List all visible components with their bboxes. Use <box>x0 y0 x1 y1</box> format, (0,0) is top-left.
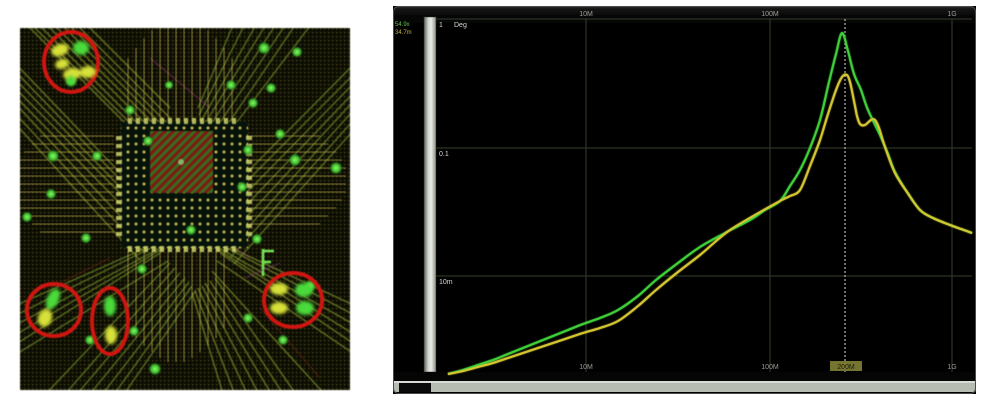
svg-text:1G: 1G <box>947 364 956 371</box>
svg-text:1: 1 <box>439 22 443 29</box>
svg-text:10M: 10M <box>579 364 593 371</box>
svg-text:0.1: 0.1 <box>439 151 449 158</box>
svg-text:200M: 200M <box>837 364 855 371</box>
svg-text:Deg: Deg <box>454 22 467 29</box>
svg-text:54.9x: 54.9x <box>395 22 410 28</box>
svg-text:1G: 1G <box>947 11 956 18</box>
svg-text:34.7m: 34.7m <box>395 30 412 36</box>
svg-text:100M: 100M <box>761 11 779 18</box>
svg-text:100M: 100M <box>761 364 779 371</box>
svg-text:10M: 10M <box>579 11 593 18</box>
svg-text:10m: 10m <box>439 279 453 286</box>
